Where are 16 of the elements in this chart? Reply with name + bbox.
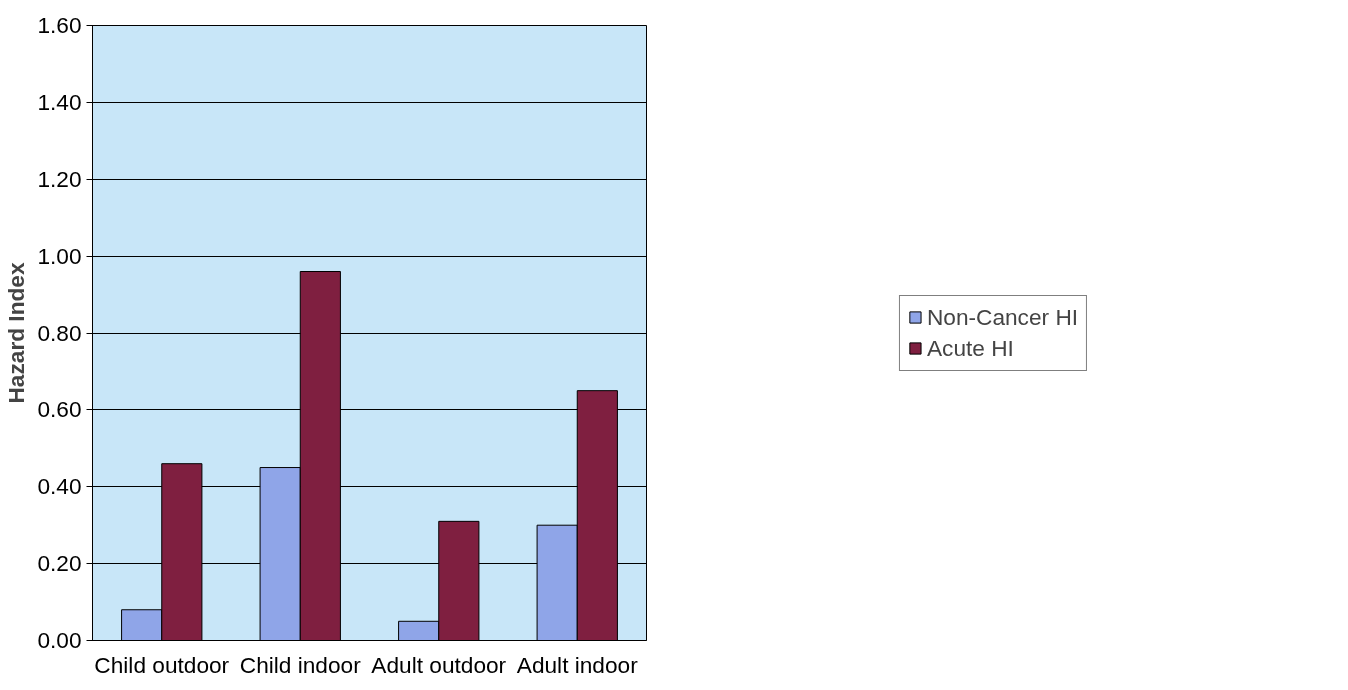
y-tick-label: 0.20: [37, 550, 82, 577]
x-tick-label: Child outdoor: [94, 651, 230, 678]
x-tick-label: Child indoor: [239, 651, 362, 678]
y-axis-title: Hazard Index: [3, 262, 30, 404]
legend-label: Acute HI: [926, 334, 1014, 362]
y-tick-label: 1.00: [37, 242, 82, 269]
y-tick-label: 1.20: [37, 165, 82, 192]
x-tick-label: Adult indoor: [516, 651, 639, 678]
y-tick-label: 0.40: [37, 473, 82, 500]
y-tick-label: 1.60: [37, 12, 82, 38]
y-tick-label: 0.80: [37, 319, 82, 346]
legend-label: Non-Cancer HI: [926, 303, 1079, 331]
y-tick-label: 0.60: [37, 396, 82, 423]
x-tick-label: Adult outdoor: [371, 651, 507, 678]
y-tick-label: 1.40: [37, 88, 82, 115]
y-tick-label: 0.00: [37, 627, 82, 653]
